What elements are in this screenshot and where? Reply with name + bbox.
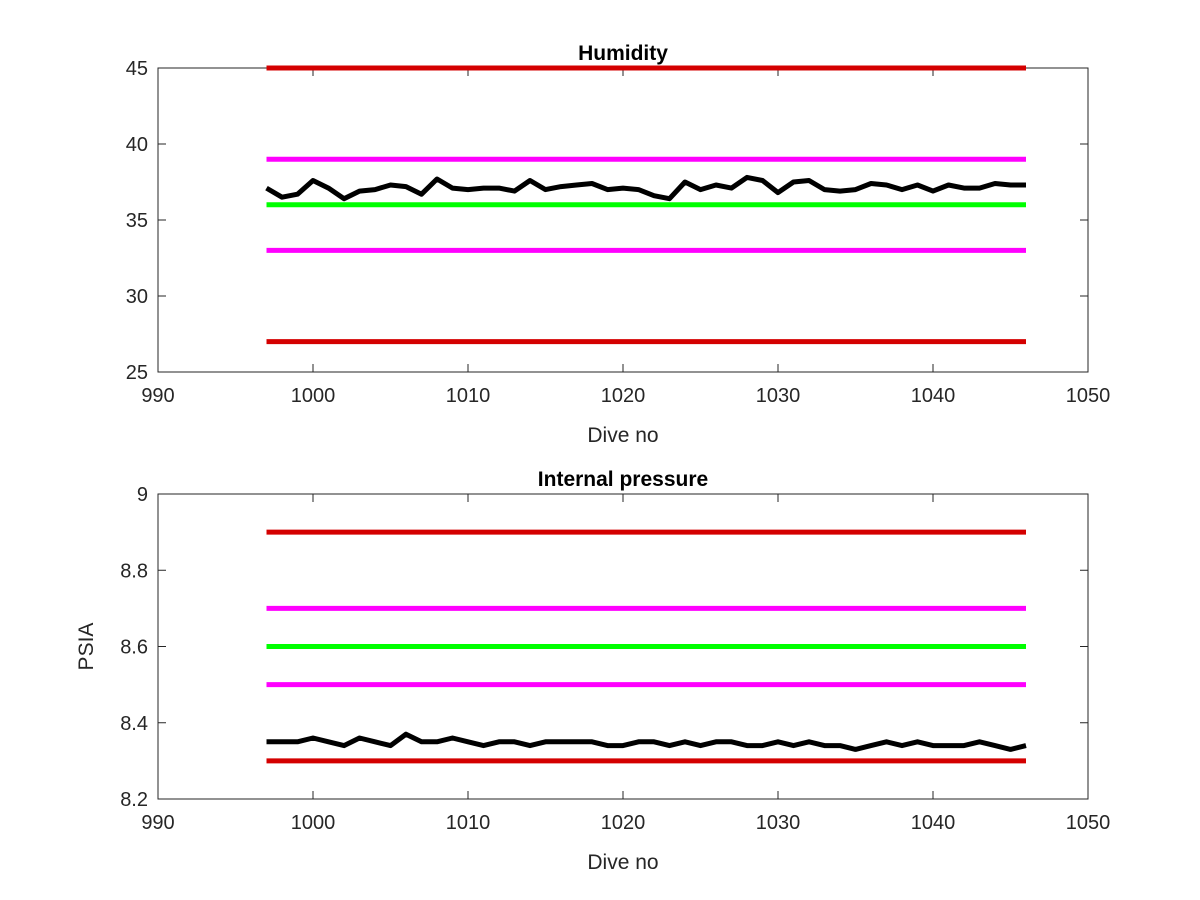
measurement-line <box>266 731 1027 752</box>
x-tick-label: 1040 <box>911 385 956 407</box>
y-tick-label: 9 <box>137 484 148 506</box>
measurement-line <box>265 174 1026 202</box>
x-tick-label: 1020 <box>601 812 646 834</box>
humidity-subplot: 990 1000 1010 1020 1030 1040 1050 25 30 35 40 45 Hum… <box>126 42 1111 447</box>
y-tick-label: 30 <box>126 286 148 308</box>
x-tick-label: 1030 <box>756 385 801 407</box>
x-tick-label: 1050 <box>1066 385 1111 407</box>
y-tick-label: 8.6 <box>120 637 148 659</box>
y-tick-label: 45 <box>126 58 148 80</box>
x-tick-label: 1000 <box>291 385 336 407</box>
x-tick-label: 1030 <box>756 812 801 834</box>
y-tick-label: 8.4 <box>120 713 148 735</box>
x-tick-label: 1040 <box>911 812 956 834</box>
x-tick-label: 1050 <box>1066 812 1111 834</box>
internal-pressure-subplot: 990 1000 1010 1020 1030 1040 1050 8.2 8.4 8.6 8.8 9… <box>75 468 1110 874</box>
x-axis-label: Dive no <box>587 851 658 874</box>
x-axis-label: Dive no <box>587 424 658 447</box>
x-tick-label: 990 <box>141 812 174 834</box>
y-tick-label: 8.8 <box>120 560 148 582</box>
plot-title: Internal pressure <box>538 468 708 491</box>
x-tick-label: 1020 <box>601 385 646 407</box>
y-tick-label: 35 <box>126 210 148 232</box>
x-tick-label: 990 <box>141 385 174 407</box>
x-tick-label: 1010 <box>446 385 491 407</box>
y-tick-label: 40 <box>126 134 148 156</box>
y-tick-label: 8.2 <box>120 789 148 811</box>
plot-title: Humidity <box>578 42 668 65</box>
y-axis-label: PSIA <box>75 623 98 671</box>
y-tick-label: 25 <box>126 362 148 384</box>
x-tick-label: 1010 <box>446 812 491 834</box>
x-tick-label: 1000 <box>291 812 336 834</box>
axes-box <box>157 67 1089 373</box>
